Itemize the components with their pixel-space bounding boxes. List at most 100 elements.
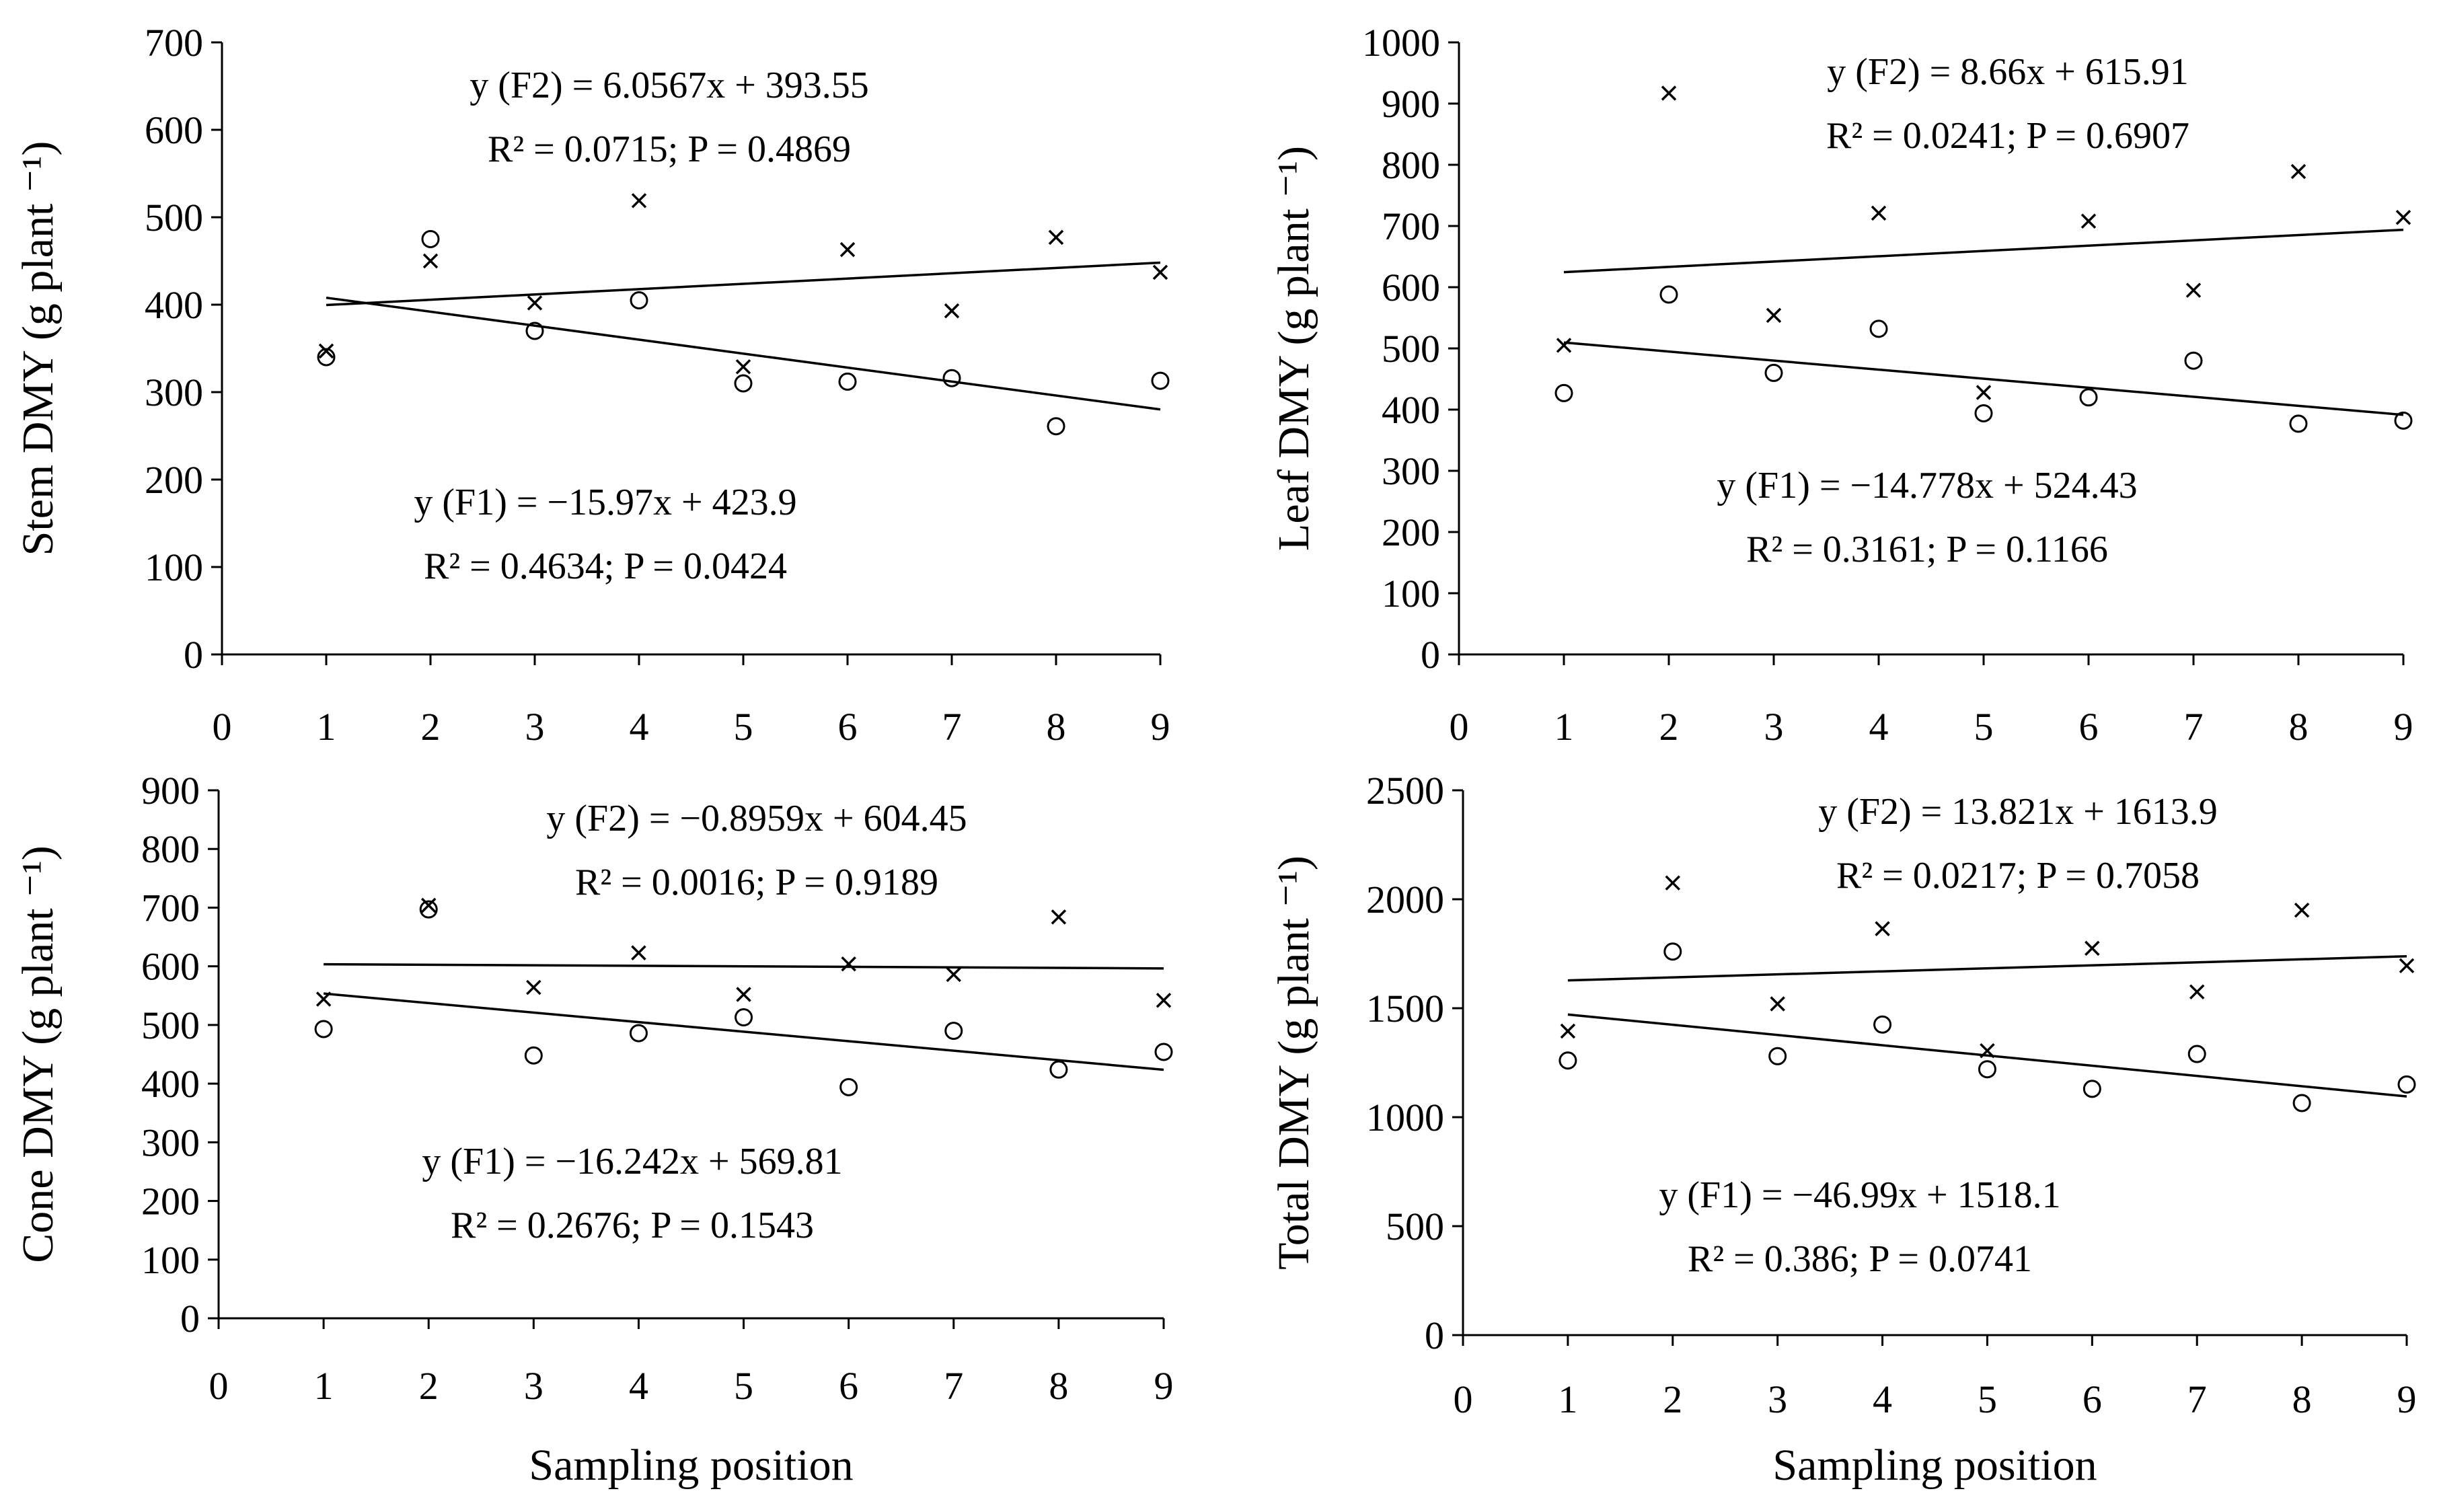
data-point-f1: [2292, 1094, 2311, 1112]
data-point-f2: [1156, 993, 1172, 1008]
data-point-f1: [314, 1020, 333, 1038]
x-tick-label: 9: [1154, 1364, 1174, 1408]
x-tick-label: 7: [2184, 705, 2204, 749]
data-point-f2: [1875, 921, 1890, 936]
data-point-f2: [1051, 909, 1067, 925]
data-point-f2: [736, 987, 751, 1002]
data-point-f2: [735, 359, 751, 375]
y-tick-label: 500: [1386, 1205, 1444, 1248]
data-point-f1: [1764, 363, 1783, 382]
y-axis-label: Cone DMY (g plant ⁻¹): [13, 845, 63, 1262]
stats-f2: R² = 0.0016; P = 0.9189: [575, 862, 938, 903]
trend-line-f1: [1567, 1013, 2407, 1098]
data-point-f2: [315, 991, 332, 1007]
trend-line-f2: [1567, 955, 2407, 982]
trend-line-f1: [323, 992, 1164, 1071]
x-tick-label: 7: [944, 1364, 963, 1408]
data-point-f2: [841, 956, 856, 972]
x-tick-label: 6: [839, 1364, 858, 1408]
y-tick-label: 0: [184, 633, 203, 677]
data-point-f2: [631, 945, 646, 960]
trend-line-f2: [1563, 228, 2404, 274]
equation-f1: y (F1) = −46.99x + 1518.1: [1659, 1174, 2060, 1216]
data-point-f2: [2290, 163, 2306, 180]
y-axis-label: Leaf DMY (g plant ⁻¹): [1269, 146, 1318, 551]
x-tick-label: 8: [2292, 1377, 2312, 1421]
stats-f1: R² = 0.3161; P = 0.1166: [1746, 529, 2108, 570]
data-point-f2: [1766, 307, 1782, 324]
data-point-f1: [1659, 285, 1678, 304]
y-tick-label: 500: [1382, 327, 1440, 371]
data-point-f2: [1980, 1043, 1995, 1059]
data-point-f2: [839, 241, 856, 258]
x-tick-label: 1: [1558, 1377, 1577, 1421]
y-tick-label: 2000: [1366, 878, 1444, 921]
x-tick-label: 9: [2397, 1377, 2417, 1421]
stats-f2: R² = 0.0715; P = 0.4869: [488, 128, 851, 170]
trend-line-f2: [324, 962, 1164, 970]
y-tick-label: 300: [145, 371, 203, 414]
data-point-f1: [630, 291, 648, 309]
trend-line-f1: [326, 296, 1161, 411]
y-tick-label: 300: [141, 1121, 200, 1164]
x-tick-label: 1: [317, 705, 336, 749]
chart-panel-total: 0 500 1000 1500 2000 2500 0 1 2 3 4 5 6 7 8 9 Total DMY …: [1269, 769, 2417, 1490]
data-point-f1: [1049, 1060, 1068, 1079]
y-tick-label: 600: [1382, 266, 1440, 309]
data-point-f1: [1559, 1051, 1577, 1070]
chart-panel-cone: 0 100 200 300 400 500 600 700 800 900 0 1 2 3 4 5 6 7 8 9 Co…: [13, 769, 1174, 1490]
data-point-f1: [2289, 414, 2308, 433]
y-tick-label: 700: [145, 21, 203, 65]
y-tick-label: 800: [141, 827, 200, 871]
x-tick-label: 4: [1869, 705, 1889, 749]
data-point-f1: [1151, 371, 1170, 390]
y-tick-label: 500: [141, 1004, 200, 1047]
data-point-f1: [2187, 1045, 2206, 1063]
equation-f2: y (F2) = 8.66x + 615.91: [1827, 51, 2189, 93]
x-tick-label: 3: [525, 705, 545, 749]
y-tick-label: 2500: [1366, 769, 1444, 812]
x-axis-label: Sampling position: [1772, 1441, 2097, 1490]
data-point-f1: [629, 1024, 648, 1043]
data-point-f2: [2294, 902, 2310, 918]
x-tick-label: 3: [524, 1364, 543, 1408]
y-tick-label: 0: [180, 1297, 200, 1340]
data-point-f1: [1663, 942, 1682, 961]
x-tick-label: 2: [421, 705, 441, 749]
y-tick-label: 800: [1382, 143, 1440, 187]
data-point-f2: [1560, 1023, 1576, 1039]
data-point-f2: [1871, 205, 1887, 221]
y-axis-label: Stem DMY (g plant ⁻¹): [13, 141, 63, 556]
data-point-f1: [419, 900, 438, 919]
y-tick-label: 100: [145, 545, 203, 589]
data-point-f1: [2397, 1075, 2416, 1094]
data-point-f1: [2184, 351, 2203, 370]
y-tick-label: 400: [141, 1062, 200, 1106]
data-point-f2: [526, 979, 541, 995]
x-tick-label: 2: [1663, 1377, 1682, 1421]
x-tick-label: 8: [1047, 705, 1066, 749]
equation-f2: y (F2) = 6.0567x + 393.55: [470, 65, 869, 106]
data-point-f1: [839, 1078, 858, 1096]
data-point-f1: [735, 1008, 753, 1027]
data-point-f1: [1154, 1043, 1173, 1061]
x-tick-label: 0: [1454, 1377, 1473, 1421]
x-tick-label: 3: [1764, 705, 1784, 749]
x-tick-label: 8: [2289, 705, 2309, 749]
y-tick-label: 1000: [1362, 21, 1440, 65]
y-tick-label: 500: [145, 196, 203, 239]
equation-f1: y (F1) = −16.242x + 569.81: [422, 1141, 842, 1182]
y-tick-label: 600: [141, 945, 200, 989]
data-point-f1: [734, 374, 753, 393]
data-point-f2: [420, 897, 437, 913]
data-point-f1: [1554, 383, 1573, 402]
data-point-f1: [525, 322, 544, 340]
y-tick-label: 0: [1425, 1314, 1444, 1357]
y-tick-label: 0: [1421, 633, 1440, 677]
y-tick-label: 700: [141, 886, 200, 930]
x-tick-label: 7: [942, 705, 962, 749]
y-tick-label: 900: [141, 769, 200, 812]
x-tick-label: 4: [1873, 1377, 1892, 1421]
data-point-f1: [2394, 411, 2413, 430]
